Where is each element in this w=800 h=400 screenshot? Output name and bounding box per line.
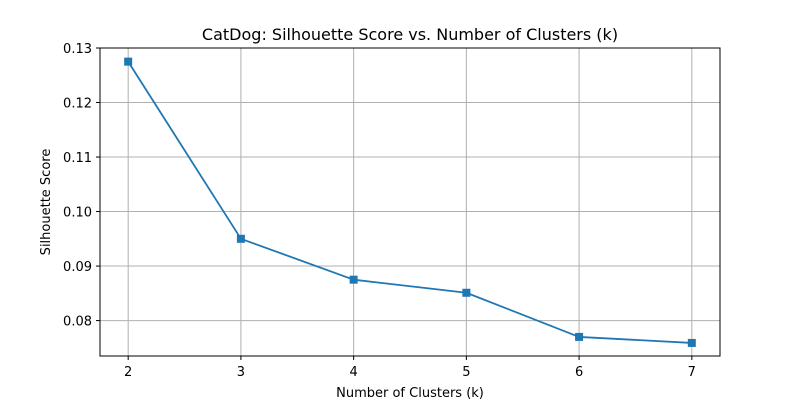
y-tick-label: 0.11 bbox=[63, 151, 92, 166]
data-point bbox=[687, 338, 696, 347]
y-tick-label: 0.12 bbox=[63, 97, 92, 112]
series-line bbox=[127, 61, 692, 344]
x-tick-label: 3 bbox=[237, 365, 245, 380]
x-tick-label: 4 bbox=[349, 365, 357, 380]
x-axis-label: Number of Clusters (k) bbox=[336, 386, 484, 400]
data-point bbox=[575, 332, 584, 341]
data-point bbox=[462, 288, 471, 297]
x-tick-label: 5 bbox=[462, 365, 470, 380]
series-layer bbox=[124, 57, 696, 347]
x-tick-label: 2 bbox=[124, 365, 132, 380]
ticks: 2 3 4 5 6 7 0.08 0.09 0.10 0.11 0.12 0.13 bbox=[63, 42, 696, 380]
y-tick-label: 0.10 bbox=[63, 206, 92, 221]
plot-frame bbox=[99, 47, 721, 357]
data-point bbox=[124, 57, 133, 66]
data-point bbox=[349, 275, 358, 284]
y-tick-label: 0.13 bbox=[63, 42, 92, 57]
x-tick-label: 6 bbox=[575, 365, 583, 380]
chart-title: CatDog: Silhouette Score vs. Number of C… bbox=[202, 25, 618, 44]
y-axis-label: Silhouette Score bbox=[39, 149, 54, 256]
y-tick-label: 0.08 bbox=[63, 315, 92, 330]
data-point bbox=[236, 234, 245, 243]
y-tick-label: 0.09 bbox=[63, 260, 92, 275]
x-tick-label: 7 bbox=[688, 365, 696, 380]
